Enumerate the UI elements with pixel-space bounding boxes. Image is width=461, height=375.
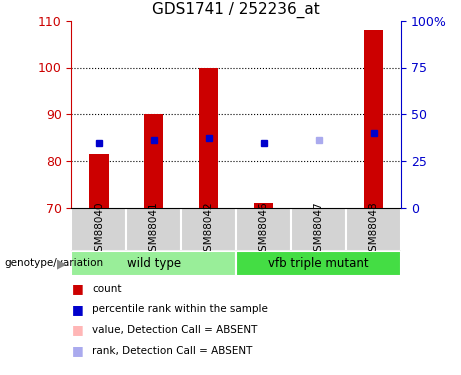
Title: GDS1741 / 252236_at: GDS1741 / 252236_at	[153, 2, 320, 18]
Text: GSM88047: GSM88047	[313, 201, 324, 258]
Bar	[71, 251, 236, 276]
Bar	[126, 208, 181, 251]
Bar	[254, 202, 273, 208]
Bar	[364, 30, 383, 208]
Text: wild type: wild type	[127, 257, 181, 270]
Text: value, Detection Call = ABSENT: value, Detection Call = ABSENT	[92, 325, 258, 335]
Text: vfb triple mutant: vfb triple mutant	[268, 257, 369, 270]
Bar	[181, 208, 236, 251]
Bar	[89, 154, 108, 208]
Bar	[144, 114, 164, 208]
Bar	[236, 208, 291, 251]
Bar	[236, 251, 401, 276]
Bar	[291, 208, 346, 251]
Text: ■: ■	[71, 303, 83, 316]
Text: GSM88048: GSM88048	[369, 201, 378, 258]
Bar	[199, 68, 219, 208]
Text: rank, Detection Call = ABSENT: rank, Detection Call = ABSENT	[92, 346, 253, 355]
Text: GSM88046: GSM88046	[259, 201, 269, 258]
Bar	[346, 208, 401, 251]
Text: ■: ■	[71, 324, 83, 336]
Text: GSM88041: GSM88041	[149, 201, 159, 258]
Text: GSM88040: GSM88040	[94, 201, 104, 258]
Text: count: count	[92, 284, 122, 294]
Text: ■: ■	[71, 282, 83, 295]
Text: genotype/variation: genotype/variation	[5, 258, 104, 268]
Text: ■: ■	[71, 344, 83, 357]
Text: percentile rank within the sample: percentile rank within the sample	[92, 304, 268, 314]
Bar	[71, 208, 126, 251]
Text: ▶: ▶	[58, 257, 67, 270]
Text: GSM88042: GSM88042	[204, 201, 214, 258]
